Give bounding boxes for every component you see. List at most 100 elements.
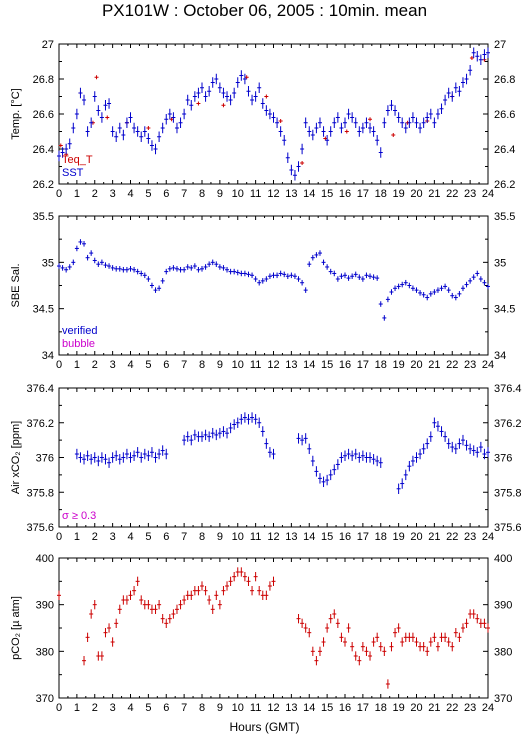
x-tick-label: 12 <box>267 531 279 543</box>
x-tick-label: 8 <box>199 702 205 714</box>
x-tick-label: 12 <box>267 359 279 371</box>
y-tick-label-right: 375.6 <box>494 522 522 534</box>
x-tick-label: 10 <box>232 359 244 371</box>
y-tick-label: 34 <box>42 350 54 362</box>
y-tick-label-right: 376.4 <box>494 383 522 395</box>
x-tick-label: 16 <box>339 702 351 714</box>
x-tick-label: 14 <box>303 702 315 714</box>
y-tick-label-right: 27 <box>494 39 506 51</box>
y-tick-label: 35.5 <box>33 211 54 223</box>
x-tick-label: 20 <box>410 188 422 200</box>
x-tick-label: 0 <box>56 188 62 200</box>
y-axis-label: pCO₂ [µ atm] <box>10 596 22 660</box>
y-tick-label-right: 26.4 <box>494 144 515 156</box>
x-tick-label: 13 <box>285 188 297 200</box>
x-tick-label: 0 <box>56 702 62 714</box>
x-tick-label: 13 <box>285 359 297 371</box>
x-tick-label: 15 <box>321 531 333 543</box>
x-tick-label: 22 <box>446 702 458 714</box>
x-tick-label: 12 <box>267 702 279 714</box>
x-tick-label: 15 <box>321 702 333 714</box>
y-tick-label: 375.6 <box>26 522 54 534</box>
y-axis-label: SBE Sal. <box>10 263 22 307</box>
x-tick-label: 21 <box>428 702 440 714</box>
x-tick-label: 0 <box>56 531 62 543</box>
legend-entry: SST <box>62 167 84 179</box>
x-tick-label: 2 <box>92 531 98 543</box>
x-tick-label: 16 <box>339 531 351 543</box>
x-tick-label: 1 <box>74 531 80 543</box>
y-tick-label: 26.8 <box>33 74 54 86</box>
x-tick-label: 4 <box>127 359 133 371</box>
x-tick-label: 12 <box>267 188 279 200</box>
x-tick-label: 2 <box>92 359 98 371</box>
x-tick-label: 9 <box>217 531 223 543</box>
x-tick-label: 7 <box>181 702 187 714</box>
y-tick-label: 380 <box>36 646 54 658</box>
x-tick-label: 18 <box>375 188 387 200</box>
x-tick-label: 5 <box>145 702 151 714</box>
x-tick-label: 17 <box>357 531 369 543</box>
x-tick-label: 15 <box>321 188 333 200</box>
x-tick-label: 11 <box>250 702 261 714</box>
x-tick-label: 22 <box>446 188 458 200</box>
x-tick-label: 9 <box>217 702 223 714</box>
y-axis-label: Air xCO₂ [ppm] <box>10 421 22 494</box>
y-tick-label-right: 26.6 <box>494 109 515 121</box>
x-tick-label: 4 <box>127 531 133 543</box>
x-tick-label: 15 <box>321 359 333 371</box>
y-tick-label-right: 375.8 <box>494 487 522 499</box>
x-tick-label: 19 <box>393 188 405 200</box>
x-tick-label: 19 <box>393 359 405 371</box>
x-tick-label: 17 <box>357 702 369 714</box>
x-tick-label: 6 <box>163 531 169 543</box>
y-tick-label-right: 35 <box>494 257 506 269</box>
x-tick-label: 10 <box>232 702 244 714</box>
y-tick-label: 27 <box>42 39 54 51</box>
y-tick-label-right: 380 <box>494 646 512 658</box>
x-tick-label: 23 <box>464 188 476 200</box>
x-tick-label: 20 <box>410 359 422 371</box>
x-tick-label: 23 <box>464 702 476 714</box>
y-axis-label: Temp. [°C] <box>10 88 22 139</box>
x-tick-label: 8 <box>199 359 205 371</box>
y-tick-label: 35 <box>42 257 54 269</box>
legend-entry: verified <box>62 325 97 337</box>
x-tick-label: 18 <box>375 359 387 371</box>
x-tick-label: 1 <box>74 188 80 200</box>
legend-entry: Teq_T <box>62 154 93 166</box>
x-tick-label: 4 <box>127 188 133 200</box>
x-tick-label: 3 <box>110 531 116 543</box>
x-tick-label: 21 <box>428 359 440 371</box>
panel-frame-1 <box>58 215 489 356</box>
y-tick-label-right: 390 <box>494 600 512 612</box>
x-tick-label: 4 <box>127 702 133 714</box>
x-tick-label: 11 <box>250 531 261 543</box>
x-axis-label: Hours (GMT) <box>229 720 300 734</box>
y-tick-label-right: 35.5 <box>494 211 515 223</box>
x-tick-label: 14 <box>303 531 315 543</box>
y-tick-label-right: 26.8 <box>494 74 515 86</box>
x-tick-label: 17 <box>357 359 369 371</box>
x-tick-label: 9 <box>217 188 223 200</box>
y-tick-label-right: 400 <box>494 553 512 565</box>
y-tick-label: 26.6 <box>33 109 54 121</box>
x-tick-label: 19 <box>393 531 405 543</box>
y-tick-label-right: 376.2 <box>494 418 522 430</box>
x-tick-label: 10 <box>232 531 244 543</box>
x-tick-label: 16 <box>339 188 351 200</box>
x-tick-label: 23 <box>464 359 476 371</box>
x-tick-label: 23 <box>464 531 476 543</box>
x-tick-label: 5 <box>145 188 151 200</box>
x-tick-label: 2 <box>92 188 98 200</box>
x-tick-label: 5 <box>145 359 151 371</box>
y-tick-label: 376.2 <box>26 418 54 430</box>
x-tick-label: 22 <box>446 531 458 543</box>
y-tick-label-right: 26.2 <box>494 179 515 191</box>
x-tick-label: 19 <box>393 702 405 714</box>
legend-entry: bubble <box>62 338 95 350</box>
x-tick-label: 2 <box>92 702 98 714</box>
y-tick-label: 26.2 <box>33 179 54 191</box>
x-tick-label: 21 <box>428 188 440 200</box>
